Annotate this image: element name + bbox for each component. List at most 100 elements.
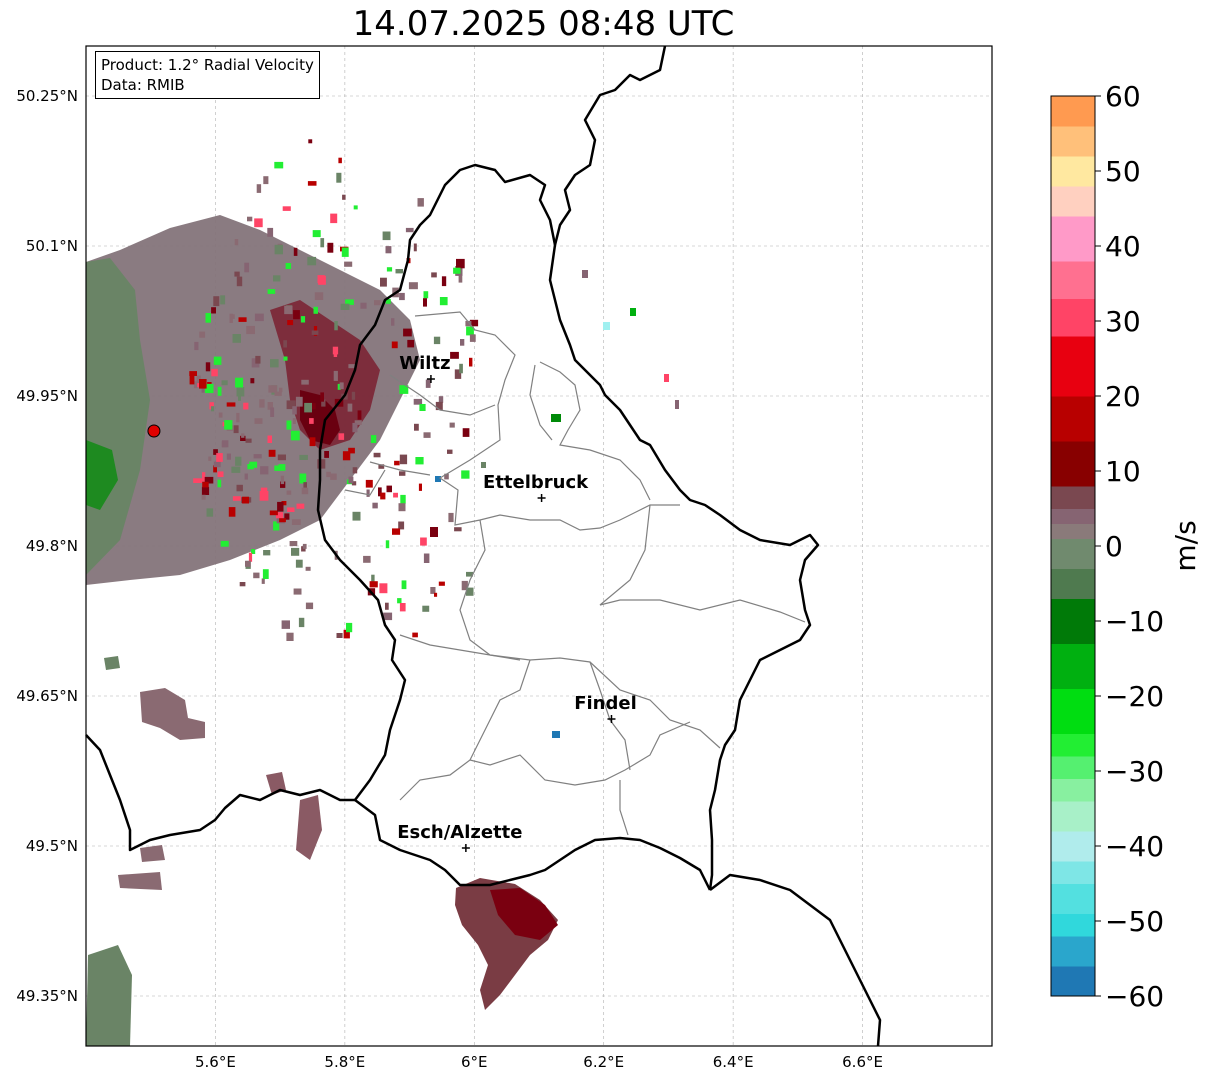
echo-pixel <box>289 541 298 547</box>
echo-pixel <box>280 475 285 485</box>
echo-pixel <box>453 267 461 274</box>
echo-pixel <box>236 484 243 492</box>
echo-pixel <box>469 357 473 367</box>
echo-pixel <box>419 404 426 411</box>
echo-pixel <box>273 521 280 531</box>
colorbar-ticks: 60 50 40 30 20 10 0 −10 −20 −30 −40 −50 −60 <box>1095 80 1164 1013</box>
echo-pixel <box>247 497 252 503</box>
echo-pixel-mauve-1 <box>675 400 679 409</box>
echo-pixel <box>251 549 256 554</box>
echo-pixel <box>434 592 438 597</box>
colorbar-band <box>1051 801 1095 832</box>
echo-pixel <box>263 176 269 185</box>
echo-pixel <box>312 230 321 238</box>
echo-pixel <box>458 275 463 283</box>
colorbar-band <box>1051 778 1095 802</box>
echo-pixel <box>348 364 356 369</box>
echo-pixel <box>249 461 258 468</box>
echo-pixel <box>285 263 292 269</box>
scattered-echo-pixels <box>189 139 479 641</box>
lon-tick-label: 5.6°E <box>195 1053 236 1071</box>
echo-pixel <box>460 339 465 346</box>
echo-pixel <box>380 492 386 500</box>
echo-region-red-band <box>270 300 380 450</box>
echo-pixel <box>357 410 362 420</box>
echo-pixel <box>253 454 262 459</box>
colorbar-band <box>1051 598 1095 644</box>
echo-pixel <box>202 472 206 482</box>
lat-tick-label: 49.35°N <box>16 987 78 1005</box>
echo-pixel <box>246 325 255 335</box>
echo-pixel <box>189 375 195 385</box>
echo-pixel <box>232 496 241 501</box>
echo-pixel <box>287 320 294 326</box>
echo-pixel <box>393 492 398 498</box>
echo-pixel <box>418 483 422 491</box>
colorbar-band <box>1051 261 1095 299</box>
city-label: Esch/Alzette <box>397 822 522 843</box>
echo-pixel <box>296 503 305 509</box>
echo-pixel <box>291 519 301 525</box>
colorbar-band <box>1051 156 1095 187</box>
echo-pixel <box>255 355 261 364</box>
echo-pixel-red-1 <box>430 527 438 537</box>
echo-pixel <box>226 453 231 460</box>
echo-pixel <box>199 331 206 338</box>
colorbar-tick-label: −50 <box>1105 905 1164 938</box>
echo-pixel <box>247 216 253 222</box>
echo-pixel <box>248 552 253 562</box>
echo-pixel <box>279 518 286 523</box>
echo-blob-bottom-left-2 <box>118 872 162 890</box>
echo-pixel <box>374 300 381 306</box>
echo-blob-sw <box>140 688 205 740</box>
echo-pixel <box>441 276 447 287</box>
echo-pixel <box>423 291 429 299</box>
colorbar-tick-label: −10 <box>1105 605 1164 638</box>
echo-pixel <box>234 271 240 277</box>
echo-pixel <box>286 400 296 410</box>
echo-pixel <box>317 459 326 469</box>
latitude-labels: 50.25°N 50.1°N 49.95°N 49.8°N 49.65°N 49.5°N 4… <box>16 87 78 1005</box>
city-esch-alzette: Esch/Alzette <box>397 822 523 852</box>
colorbar-band <box>1051 733 1095 757</box>
echo-pixel <box>260 487 268 494</box>
echo-pixel <box>298 617 305 628</box>
echo-pixel <box>371 574 375 582</box>
echo-pixel <box>238 317 247 322</box>
product-label: Product: 1.2° Radial Velocity <box>101 56 314 74</box>
echo-pixel <box>454 369 462 379</box>
echo-pixel <box>378 487 382 497</box>
echo-pixel <box>412 632 418 638</box>
echo-pixel <box>321 399 326 407</box>
echo-pixel <box>213 461 221 468</box>
echo-pixel <box>379 583 388 594</box>
echo-pixel <box>259 491 269 501</box>
echo-pixel <box>423 432 431 438</box>
echo-region-west-green-2 <box>86 440 118 510</box>
colorbar-tick-label: −30 <box>1105 755 1164 788</box>
colorbar-band <box>1051 831 1095 862</box>
colorbar-band <box>1051 861 1095 884</box>
echo-pixel-pink-1 <box>664 374 669 382</box>
echo-pixel <box>202 481 209 488</box>
echo-pixel <box>422 605 430 612</box>
echo-pixel <box>465 320 472 327</box>
echo-pixel <box>281 501 287 506</box>
echo-pixel <box>277 501 284 512</box>
echo-pixel <box>308 139 313 144</box>
lon-tick-label: 5.8°E <box>324 1053 365 1071</box>
echo-pixel <box>194 341 199 351</box>
echo-pixel <box>250 378 255 384</box>
city-wiltz: Wiltz <box>399 353 451 383</box>
echo-pixel <box>270 359 279 368</box>
echo-pixel <box>287 507 295 512</box>
colorbar-band <box>1051 936 1095 967</box>
echo-pixel <box>211 406 215 412</box>
echo-pixel <box>413 398 423 405</box>
echo-pixel <box>365 479 373 488</box>
lat-tick-label: 49.95°N <box>16 387 78 405</box>
colorbar-tick-label: −40 <box>1105 830 1164 863</box>
echo-pixel <box>244 262 250 273</box>
echo-pixel <box>392 528 401 535</box>
echo-pixel <box>348 447 355 454</box>
